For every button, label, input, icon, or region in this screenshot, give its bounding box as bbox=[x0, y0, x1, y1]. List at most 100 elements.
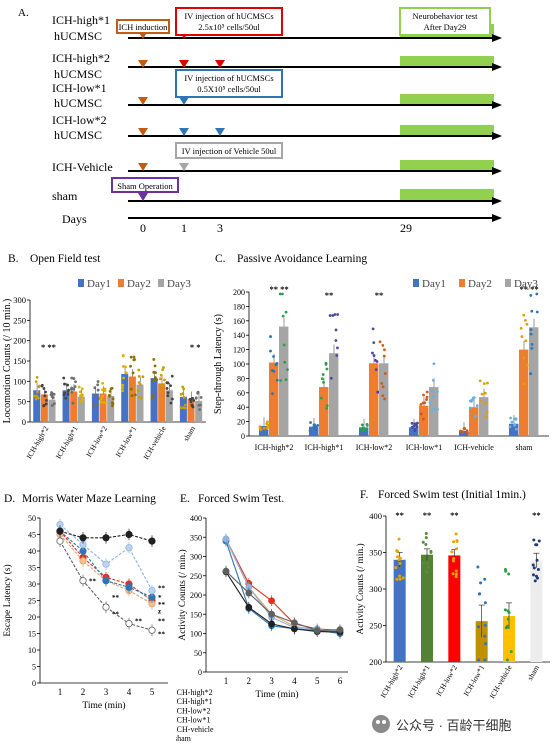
data-point bbox=[179, 392, 183, 396]
y-tick-label: 80 bbox=[237, 374, 245, 383]
data-point bbox=[56, 537, 64, 545]
data-point bbox=[534, 543, 538, 547]
legend-swatch bbox=[459, 279, 465, 287]
data-point bbox=[155, 378, 159, 382]
y-tick-label: 200 bbox=[369, 657, 382, 667]
ich-marker bbox=[138, 97, 148, 105]
bar bbox=[77, 396, 85, 422]
data-point bbox=[129, 355, 133, 359]
panel-d-chart: D. Morris Water Maze Learning Escape Laten… bbox=[2, 493, 168, 711]
x-tick-label: ICH-vehicle bbox=[454, 443, 494, 452]
data-point bbox=[101, 394, 105, 398]
bar bbox=[165, 390, 173, 422]
data-point bbox=[380, 381, 384, 385]
bar bbox=[128, 376, 136, 422]
y-tick-label: 250 bbox=[369, 621, 382, 631]
data-point bbox=[150, 396, 154, 399]
day-tick-1: 1 bbox=[181, 221, 187, 235]
data-point bbox=[268, 610, 275, 618]
day-tick-29: 29 bbox=[400, 221, 412, 235]
bar bbox=[91, 393, 99, 422]
significance-mark: ** ** bbox=[519, 284, 538, 294]
low-marker bbox=[179, 128, 189, 136]
data-point bbox=[37, 396, 40, 400]
wechat-icon bbox=[372, 715, 390, 733]
data-point bbox=[416, 421, 419, 425]
legend-label: ICH-low*1 bbox=[176, 716, 210, 725]
data-point bbox=[79, 400, 83, 404]
data-point bbox=[483, 623, 487, 627]
data-point bbox=[196, 390, 200, 394]
y-tick-label: 100 bbox=[13, 376, 26, 386]
y-tick-label: 35 bbox=[28, 564, 36, 573]
significance-mark: ** bbox=[375, 290, 384, 300]
significance-mark: ** bbox=[158, 617, 166, 625]
data-point bbox=[316, 423, 320, 427]
data-point bbox=[181, 385, 185, 389]
series-line bbox=[225, 538, 341, 633]
data-point bbox=[425, 390, 429, 394]
data-point bbox=[325, 404, 329, 408]
data-point bbox=[125, 544, 133, 552]
data-point bbox=[529, 294, 533, 297]
data-point bbox=[428, 401, 432, 405]
legend-swatch bbox=[158, 279, 164, 287]
data-point bbox=[510, 420, 514, 424]
data-point bbox=[536, 567, 540, 571]
y-tick-label: 30 bbox=[28, 580, 36, 589]
legend-label: Day3 bbox=[514, 278, 538, 290]
data-point bbox=[35, 375, 39, 379]
series-line bbox=[225, 538, 341, 631]
data-point bbox=[63, 382, 66, 386]
legend-label: Day2 bbox=[468, 278, 492, 290]
data-point bbox=[429, 549, 433, 553]
y-tick-label: 0 bbox=[241, 432, 245, 441]
data-point bbox=[470, 398, 474, 402]
ich-marker bbox=[138, 60, 148, 68]
data-point bbox=[188, 397, 192, 401]
data-point bbox=[531, 573, 535, 577]
y-tick-label: 200 bbox=[13, 336, 26, 346]
data-point bbox=[265, 426, 269, 430]
data-point bbox=[102, 603, 110, 611]
y-tick-label: 180 bbox=[233, 302, 245, 311]
bar bbox=[158, 383, 166, 422]
bar bbox=[187, 398, 195, 422]
significance-mark: ** bbox=[158, 584, 166, 592]
legend-swatch bbox=[505, 279, 511, 287]
data-point bbox=[477, 625, 481, 629]
significance-mark: * * bbox=[190, 342, 201, 352]
panel-letter: E. bbox=[180, 493, 190, 505]
data-point bbox=[95, 403, 99, 407]
data-point bbox=[431, 378, 435, 382]
bar bbox=[70, 391, 78, 422]
vehicle-marker bbox=[179, 163, 189, 171]
data-point bbox=[365, 423, 369, 427]
data-point bbox=[484, 391, 487, 395]
data-point bbox=[484, 642, 488, 646]
data-point bbox=[382, 354, 386, 358]
data-point bbox=[268, 620, 275, 628]
data-point bbox=[428, 556, 432, 560]
data-point bbox=[432, 362, 436, 366]
data-point bbox=[279, 379, 283, 382]
data-point bbox=[530, 309, 534, 313]
bar bbox=[269, 362, 279, 436]
data-point bbox=[509, 650, 513, 654]
bar bbox=[309, 426, 319, 436]
bar bbox=[475, 621, 488, 662]
row-label-1a: ICH-high*1 bbox=[52, 13, 110, 27]
data-point bbox=[121, 386, 124, 390]
row-label-2b: hUCMSC bbox=[54, 67, 102, 81]
data-point bbox=[148, 587, 156, 595]
x-tick-label: 6 bbox=[338, 676, 343, 686]
data-point bbox=[383, 348, 386, 352]
data-point bbox=[454, 569, 458, 573]
data-point bbox=[471, 396, 475, 400]
data-point bbox=[199, 403, 202, 407]
data-point bbox=[509, 416, 512, 420]
data-point bbox=[148, 626, 156, 634]
data-point bbox=[452, 557, 456, 561]
data-point bbox=[460, 430, 464, 433]
x-tick-label: sham bbox=[516, 443, 534, 452]
